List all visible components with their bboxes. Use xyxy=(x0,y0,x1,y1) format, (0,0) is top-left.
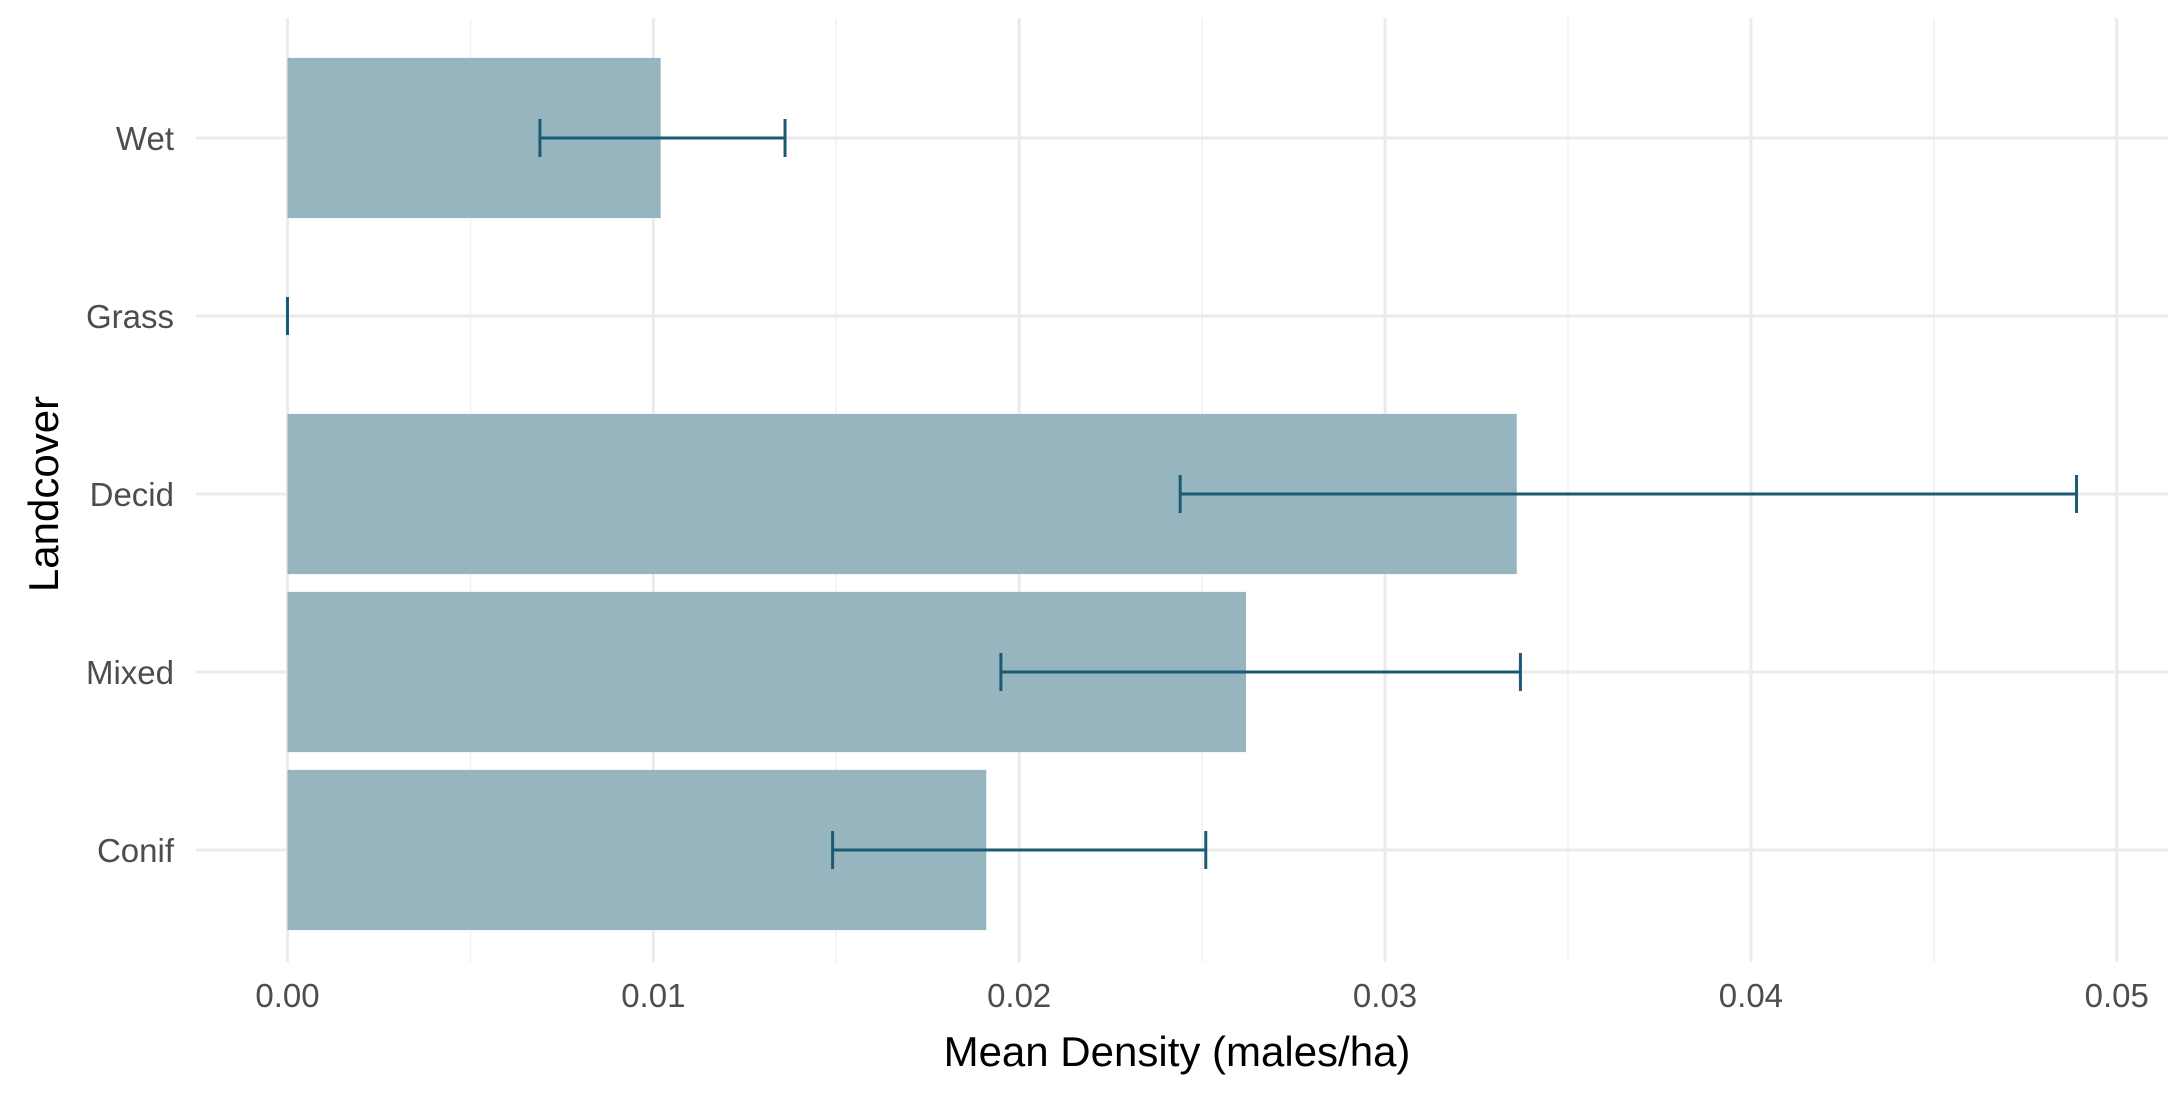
y-tick-label-decid: Decid xyxy=(90,476,174,513)
y-axis-title: Landcover xyxy=(20,396,67,592)
x-tick-label: 0.01 xyxy=(621,977,685,1014)
y-tick-label-grass: Grass xyxy=(86,298,174,335)
y-axis-tick-labels: Wet Grass Decid Mixed Conif xyxy=(86,120,175,869)
x-tick-label: 0.00 xyxy=(255,977,319,1014)
x-tick-label: 0.05 xyxy=(2085,977,2149,1014)
error-bar-conif xyxy=(831,831,1208,869)
x-tick-label: 0.02 xyxy=(987,977,1051,1014)
x-tick-label: 0.04 xyxy=(1719,977,1783,1014)
x-tick-label: 0.03 xyxy=(1353,977,1417,1014)
error-bar-wet xyxy=(538,119,787,157)
error-bar-mixed xyxy=(999,653,1522,691)
x-axis-tick-labels: 0.00 0.01 0.02 0.03 0.04 0.05 xyxy=(255,977,2149,1014)
y-tick-label-mixed: Mixed xyxy=(86,654,174,691)
y-tick-label-conif: Conif xyxy=(97,832,175,869)
error-bars xyxy=(285,119,2079,869)
y-tick-label-wet: Wet xyxy=(116,120,174,157)
error-bar-decid xyxy=(1178,475,2079,513)
x-axis-title: Mean Density (males/ha) xyxy=(944,1028,1411,1075)
